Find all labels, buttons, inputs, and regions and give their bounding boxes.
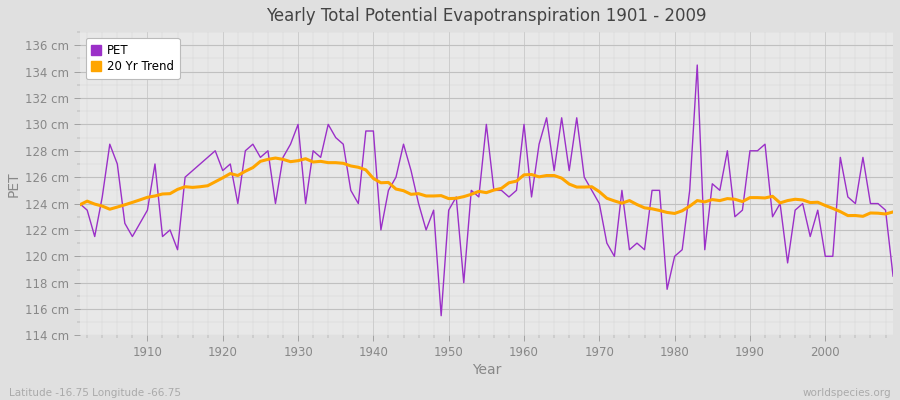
Text: worldspecies.org: worldspecies.org — [803, 388, 891, 398]
Text: Latitude -16.75 Longitude -66.75: Latitude -16.75 Longitude -66.75 — [9, 388, 181, 398]
Y-axis label: PET: PET — [7, 171, 21, 196]
Title: Yearly Total Potential Evapotranspiration 1901 - 2009: Yearly Total Potential Evapotranspiratio… — [266, 7, 706, 25]
Legend: PET, 20 Yr Trend: PET, 20 Yr Trend — [86, 38, 180, 79]
X-axis label: Year: Year — [472, 363, 501, 377]
